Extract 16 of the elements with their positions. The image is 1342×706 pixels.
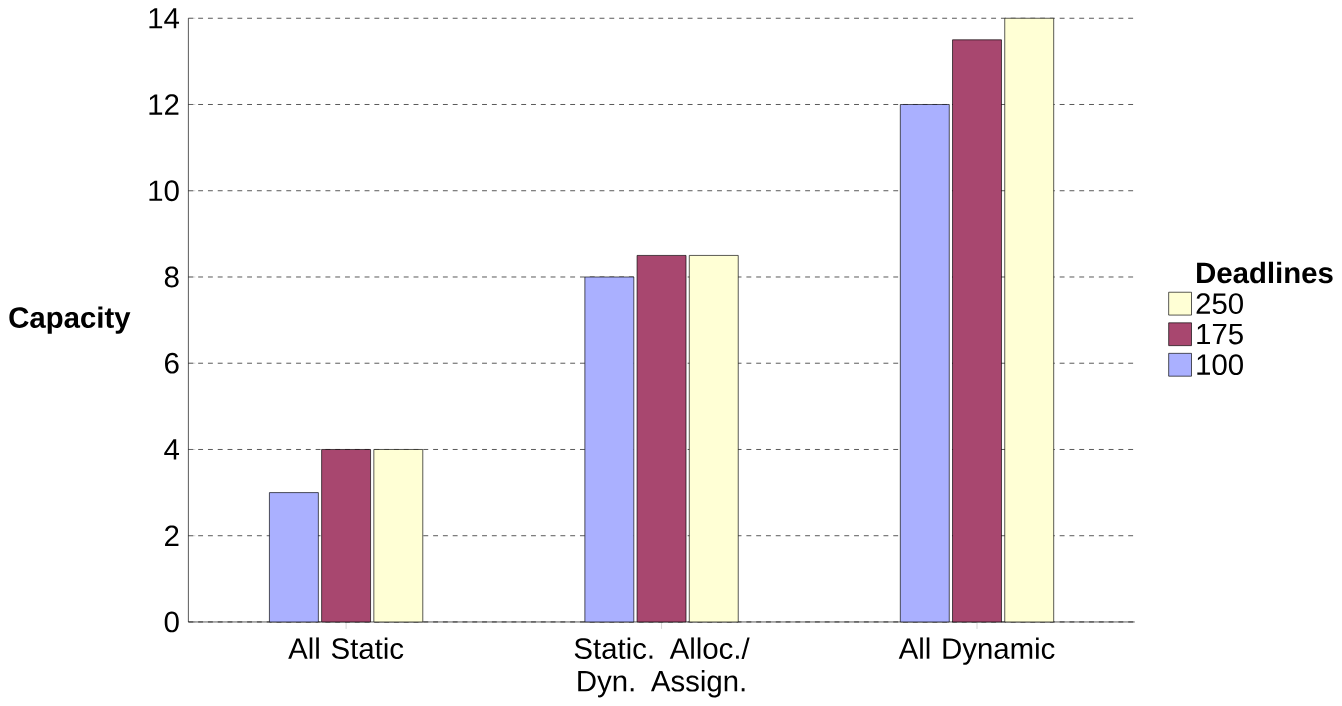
legend-label: 175 (1197, 324, 1243, 345)
y-tick-label: 8 (164, 266, 179, 288)
legend-label: 250 (1196, 293, 1243, 315)
x-tick-label: Static. Alloc./ Dyn. Assign. (574, 637, 750, 698)
legend-label: 100 (1197, 354, 1243, 376)
legend-title: Deadlines (1197, 261, 1333, 284)
x-tick-label: All Static (288, 637, 404, 660)
y-tick-label: 0 (164, 611, 179, 633)
x-tick-label: All Dynamic (898, 637, 1055, 665)
y-tick-label: 12 (149, 94, 179, 115)
y-tick-label: 2 (165, 525, 179, 547)
y-tick-label: 14 (149, 8, 180, 29)
y-tick-label: 4 (164, 439, 180, 460)
y-tick-label: 6 (165, 353, 179, 374)
y-tick-label: 10 (149, 180, 179, 202)
y-axis-title: Capacity (9, 306, 131, 334)
